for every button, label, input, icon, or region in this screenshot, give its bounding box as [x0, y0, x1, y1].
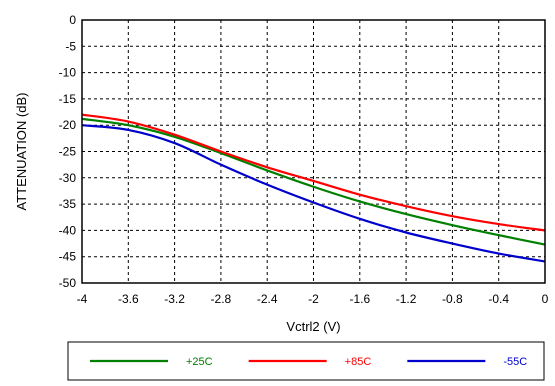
x-tick-label: -2.4	[257, 292, 278, 306]
series-line-55c	[81, 124, 546, 263]
x-tick-label: -2.8	[211, 292, 232, 306]
series-lines	[81, 113, 546, 263]
y-tick-label: -45	[59, 250, 77, 264]
y-tick-label: -30	[59, 171, 77, 185]
x-tick-label: -0.8	[442, 292, 463, 306]
legend-entry-label: -55C	[503, 356, 527, 368]
x-tick-label: -0.4	[488, 292, 509, 306]
y-tick-label: -35	[59, 197, 77, 211]
y-tick-label: -15	[59, 92, 77, 106]
x-tick-label: -2	[308, 292, 319, 306]
y-tick-label: -50	[59, 276, 77, 290]
series-line-25c	[81, 117, 546, 246]
grid	[82, 20, 545, 283]
x-tick-label: -4	[77, 292, 88, 306]
legend-entry-label: +85C	[345, 356, 372, 368]
tick-labels: -4 -3.6 -3.2 -2.8 -2.4 -2 -1.6 -1.2 -0.8 -0.4 0 0 -5…	[59, 13, 549, 306]
x-tick-label: 0	[542, 292, 549, 306]
y-axis-title: ATTENUATION (dB)	[14, 93, 29, 211]
y-tick-label: 0	[69, 13, 76, 27]
x-tick-label: -1.6	[349, 292, 370, 306]
legend: +25C +85C -55C	[67, 341, 545, 381]
plot-frame	[81, 19, 546, 284]
y-tick-label: -25	[59, 145, 77, 159]
x-tick-label: -1.2	[396, 292, 417, 306]
x-tick-label: -3.2	[164, 292, 185, 306]
y-tick-label: -10	[59, 66, 77, 80]
legend-entry-label: +25C	[186, 356, 213, 368]
series-line-85c	[81, 113, 546, 232]
x-axis-title: Vctrl2 (V)	[286, 319, 340, 334]
y-tick-label: -20	[59, 118, 77, 132]
y-tick-label: -5	[65, 39, 76, 53]
x-tick-label: -3.6	[118, 292, 139, 306]
y-tick-label: -40	[59, 223, 77, 237]
